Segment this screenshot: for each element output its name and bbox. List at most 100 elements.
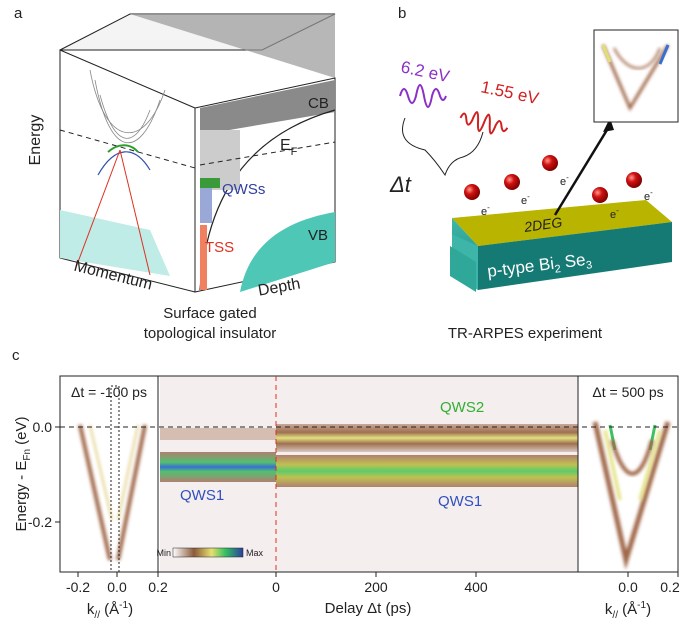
text-part: (eV) — [13, 416, 30, 449]
state-label: QWS1 — [438, 493, 482, 510]
caption: topological insulator — [144, 325, 277, 342]
shape — [592, 421, 671, 570]
text-part: - — [527, 192, 530, 201]
text-part: - — [487, 203, 490, 212]
subpanel-title: Δt = -100 ps — [71, 384, 147, 400]
delay-label: Δt — [389, 172, 412, 197]
state-label: TSS — [205, 239, 234, 256]
tick-marks — [55, 426, 679, 577]
pulse — [399, 84, 447, 108]
text-part: -1 — [119, 600, 128, 611]
text-part: ) — [128, 601, 133, 618]
axis-label: Energy — [27, 115, 44, 166]
x-axis-label: k// (Å-1) — [87, 600, 133, 621]
shape — [172, 547, 244, 558]
pulse — [459, 111, 509, 135]
shape — [74, 149, 121, 271]
y-axis-label: Energy - EFn (eV) — [13, 416, 33, 531]
shape — [592, 187, 608, 203]
text-part: (Å — [100, 601, 119, 618]
text-part: Se — [559, 250, 587, 272]
shape — [658, 44, 670, 65]
y-tick-label: -0.2 — [28, 514, 52, 530]
text-part: E — [280, 137, 291, 154]
shape — [119, 149, 151, 276]
text-part: e — [560, 176, 566, 188]
shape — [200, 178, 220, 188]
shape — [200, 225, 207, 290]
text-part: Fn — [22, 449, 33, 461]
shape — [160, 452, 276, 482]
text-part: Energy - E — [13, 461, 30, 532]
shape — [160, 428, 276, 440]
x-axis-label: k// (Å-1) — [605, 600, 651, 621]
shape — [276, 424, 578, 452]
cube — [59, 13, 336, 293]
caption: Surface gated — [163, 305, 256, 322]
text-part: - — [566, 173, 569, 182]
shape — [610, 439, 654, 476]
layer-label: 2DEG — [522, 214, 563, 235]
fermi-label: EF — [280, 137, 298, 158]
delay-brace — [402, 117, 484, 177]
shape — [78, 424, 147, 561]
x-tick-label: 400 — [464, 579, 488, 595]
shape — [89, 69, 166, 133]
arpes-inset — [593, 29, 679, 123]
2deg-layer — [452, 200, 672, 246]
shape — [601, 44, 670, 112]
shape — [60, 210, 170, 276]
text-part: e — [644, 191, 650, 203]
text-part: // — [612, 610, 618, 621]
text-part: e — [481, 206, 487, 218]
text-part: // — [94, 610, 100, 621]
slab-side — [478, 222, 672, 290]
x-tick-label: 0.2 — [148, 579, 168, 595]
shape — [603, 118, 614, 132]
shape — [504, 174, 520, 190]
shape — [593, 29, 679, 123]
x-tick-label: 200 — [364, 579, 388, 595]
colorbar-label: Max — [246, 548, 264, 558]
y-tick-label: 0.0 — [33, 419, 53, 435]
band-label: VB — [308, 227, 328, 244]
text-part: k — [87, 601, 95, 618]
shape — [107, 144, 139, 153]
colorbar-label: Min — [156, 548, 171, 558]
text-part: k — [605, 601, 613, 618]
shape — [200, 80, 335, 135]
photon-energy: 6.2 eV — [399, 57, 452, 86]
shape — [276, 455, 578, 487]
shape — [542, 155, 558, 171]
text-part: 2 — [554, 263, 562, 276]
momentum-window — [110, 385, 120, 573]
text-part: (Å — [618, 601, 637, 618]
text-part: -1 — [637, 600, 646, 611]
state-label: QWSs — [222, 181, 265, 198]
shape — [240, 212, 335, 292]
emission-arrow — [553, 124, 612, 216]
x-tick-label: 0.2 — [660, 579, 680, 595]
state-label: QWS1 — [180, 487, 224, 504]
shape — [464, 184, 480, 200]
panel-label: b — [398, 5, 406, 22]
text-part: - — [616, 206, 619, 215]
shape — [626, 172, 642, 188]
x-tick-label: 0.0 — [107, 579, 127, 595]
shape — [99, 94, 151, 139]
electron-label: e- — [610, 206, 619, 221]
shape — [200, 188, 212, 223]
x-axis-label: Delay Δt (ps) — [325, 600, 412, 617]
shape — [603, 429, 662, 501]
electron-label: e- — [560, 173, 569, 188]
text-part: - — [650, 188, 653, 197]
x-tick-label: 0.0 — [618, 579, 638, 595]
panel-label: c — [12, 347, 20, 364]
electrons — [464, 155, 642, 203]
shape — [94, 79, 161, 143]
shape — [613, 47, 661, 70]
band-label: CB — [308, 95, 329, 112]
x-tick-label: -0.2 — [66, 579, 90, 595]
x-tick-label: 0 — [272, 579, 280, 595]
text-part: 3 — [585, 259, 593, 272]
